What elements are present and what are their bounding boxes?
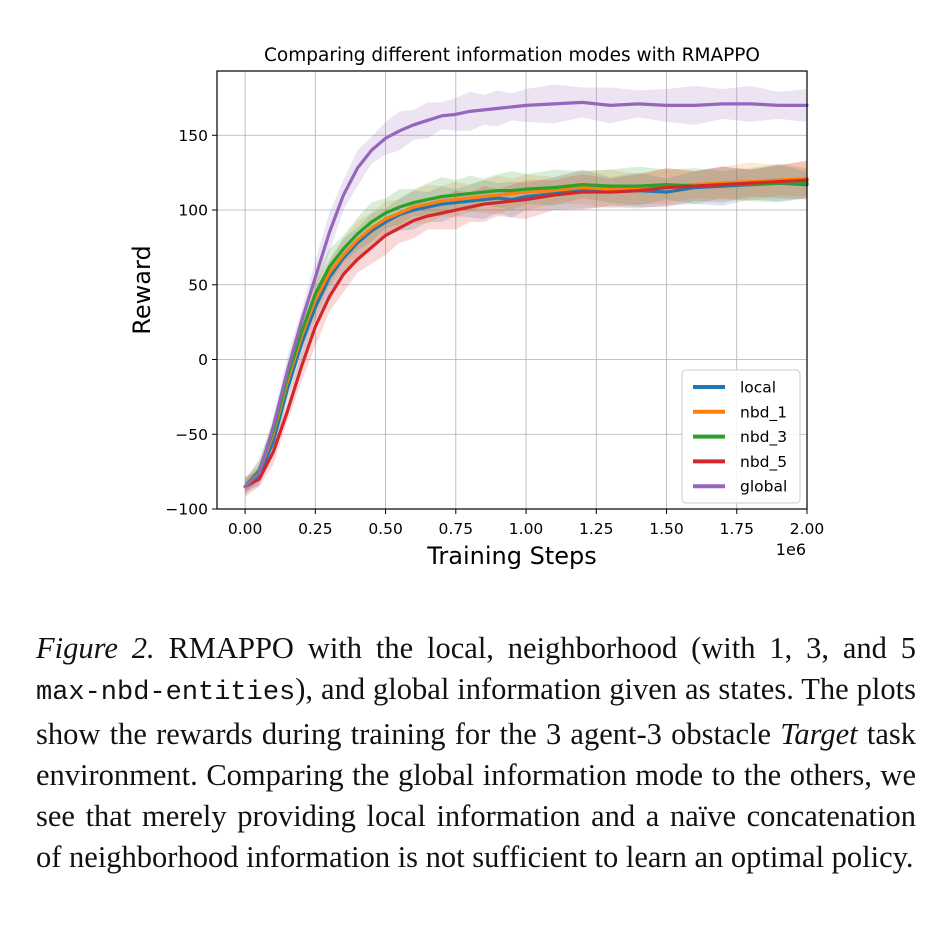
caption-task-name: Target	[780, 717, 858, 751]
line-nbd_5	[243, 178, 809, 489]
x-tick-label: 2.00	[790, 520, 825, 538]
y-tick-label: 0	[198, 351, 208, 369]
y-ticks: −100 −50 0 50 100 150	[165, 127, 217, 519]
line-nbd_3	[243, 181, 809, 489]
band-nbd_5	[245, 160, 808, 498]
y-tick-label: 50	[188, 276, 208, 294]
grid	[217, 71, 808, 510]
chart: Comparing different information modes wi…	[128, 45, 824, 570]
line-local	[243, 181, 809, 489]
x-tick-label: 0.50	[368, 520, 403, 538]
caption-code: max-nbd-entities	[36, 678, 296, 708]
y-tick-label: 100	[178, 202, 208, 220]
series-lines	[243, 100, 809, 489]
plot-frame	[216, 70, 808, 510]
x-axis-label: Training Steps	[426, 542, 596, 570]
legend-label-nbd_3: nbd_3	[740, 428, 787, 447]
x-tick-label: 1.25	[579, 520, 614, 538]
y-tick-label: −50	[175, 426, 208, 444]
band-local	[245, 165, 808, 492]
legend-label-global: global	[740, 478, 787, 496]
legend-label-nbd_5: nbd_5	[740, 453, 787, 472]
x-tick-label: 0.25	[298, 520, 333, 538]
caption-text-2: ), and global information given as state…	[36, 672, 916, 751]
caption-text-3: task environment. Comparing the global i…	[36, 717, 916, 874]
figure-caption: Figure 2. RMAPPO with the local, neighbo…	[36, 628, 916, 878]
caption-text-1: RMAPPO with the local, neighborhood (wit…	[154, 631, 916, 665]
line-global	[243, 100, 809, 489]
y-axis-label: Reward	[128, 245, 156, 334]
figure: Comparing different information modes wi…	[128, 45, 824, 570]
band-nbd_1	[245, 160, 808, 496]
x-ticks: 0.00 0.25 0.50 0.75 1.00 1.25 1.50 1.75 2.00	[228, 509, 824, 538]
variance-bands	[245, 84, 808, 498]
x-tick-label: 0.00	[228, 520, 263, 538]
caption-figure-label: Figure 2.	[36, 631, 155, 665]
x-tick-label: 0.75	[439, 520, 474, 538]
x-tick-label: 1.75	[720, 520, 755, 538]
y-tick-label: −100	[165, 501, 208, 519]
x-tick-label: 1.50	[649, 520, 684, 538]
x-tick-label: 1.00	[509, 520, 544, 538]
band-nbd_3	[245, 163, 808, 493]
legend-box	[681, 369, 801, 504]
y-tick-label: 150	[178, 127, 208, 145]
legend-label-nbd_1: nbd_1	[740, 403, 787, 422]
x-axis-offset-label: 1e6	[776, 540, 806, 559]
chart-title: Comparing different information modes wi…	[264, 45, 760, 66]
legend-label-local: local	[740, 379, 776, 397]
